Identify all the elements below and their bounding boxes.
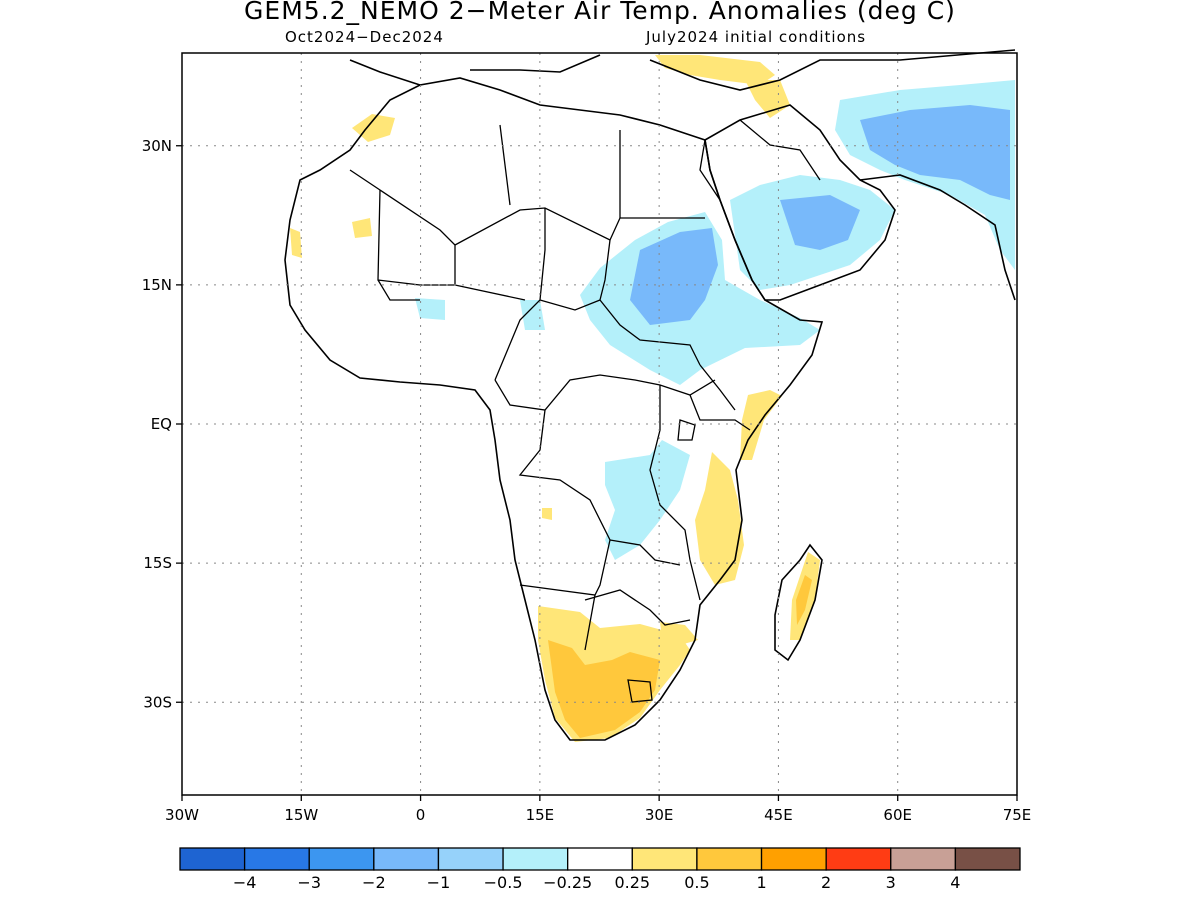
colorbar-swatch [243, 847, 310, 871]
anomaly-angola-warm-spot [542, 508, 552, 520]
lat-tick-label: EQ [151, 415, 172, 433]
colorbar-label: −4 [233, 873, 257, 892]
anomaly-sudan-cooler [630, 228, 718, 325]
colorbar-swatch [760, 847, 827, 871]
colorbar: −4 −3 −2 −1 −0.5 −0.25 0.25 0.5 1 2 3 4 [179, 847, 1021, 892]
anomaly-mediterranean-warm [655, 55, 775, 85]
coastlines [284, 49, 1016, 741]
anomaly-west-africa-cool [415, 298, 445, 320]
lat-tick-label: 30N [142, 137, 172, 155]
lat-tick-label: 30S [143, 693, 172, 711]
colorbar-label: 0.5 [684, 873, 709, 892]
lon-tick-label: 30E [645, 806, 674, 824]
colorbar-label: −3 [297, 873, 321, 892]
colorbar-swatch [502, 847, 569, 871]
colorbar-swatch [696, 847, 763, 871]
anomaly-mozambique-warm [660, 622, 698, 645]
anomaly-iran-cooler [860, 105, 1010, 200]
colorbar-swatch [631, 847, 698, 871]
latitude-axis: 30N 15N EQ 15S 30S [142, 137, 182, 711]
anomaly-sahara-warm-spot [352, 218, 372, 238]
graticule [182, 53, 1017, 795]
anomaly-madagascar-warmer [796, 575, 812, 625]
lat-tick-label: 15S [143, 554, 172, 572]
longitude-axis: 30W 15W 0 15E 30E 45E 60E 75E [165, 795, 1031, 824]
colorbar-label: −1 [427, 873, 451, 892]
forecast-period: Oct2024−Dec2024 [285, 28, 444, 46]
colorbar-swatch [825, 847, 892, 871]
arabia-coastline [704, 104, 896, 301]
colorbar-swatch [954, 847, 1021, 871]
lon-tick-label: 0 [416, 806, 426, 824]
colorbar-swatch [567, 847, 633, 871]
anomaly-arabia-cooler [780, 195, 860, 250]
lon-tick-label: 15E [526, 806, 555, 824]
lon-tick-label: 45E [764, 806, 793, 824]
colorbar-label: −0.5 [484, 873, 523, 892]
lat-tick-label: 15N [142, 276, 172, 294]
colorbar-label: −2 [362, 873, 386, 892]
lon-tick-label: 15W [284, 806, 318, 824]
lon-tick-label: 60E [883, 806, 912, 824]
map-title: GEM5.2_NEMO 2−Meter Air Temp. Anomalies … [244, 0, 956, 25]
anomaly-congo-cool [605, 440, 690, 560]
lon-tick-label: 30W [165, 806, 199, 824]
colorbar-label: 2 [821, 873, 831, 892]
anomaly-chad-cool [520, 300, 545, 330]
colorbar-swatch [308, 847, 375, 871]
anomaly-south-africa-warmer [548, 640, 660, 738]
iran-coastline [859, 174, 1016, 301]
colorbar-label: 4 [950, 873, 960, 892]
colorbar-label: 1 [756, 873, 766, 892]
africa-coastline [284, 77, 824, 741]
colorbar-swatch [890, 847, 957, 871]
country-borders [349, 119, 821, 651]
colorbar-swatch [179, 847, 246, 871]
initial-conditions: July2024 initial conditions [646, 28, 867, 46]
colorbar-label: 0.25 [614, 873, 650, 892]
colorbar-label: 3 [886, 873, 896, 892]
anomaly-morocco-warm [352, 114, 395, 142]
colorbar-swatch [373, 847, 440, 871]
lakes [627, 419, 696, 703]
colorbar-label: −0.25 [543, 873, 592, 892]
lon-tick-label: 75E [1003, 806, 1032, 824]
anomaly-shading [290, 55, 1015, 742]
madagascar-coastline [774, 543, 823, 662]
anomaly-west-coast-warm [290, 228, 302, 258]
colorbar-swatch [437, 847, 504, 871]
anomaly-kenya-coast-warm [740, 390, 782, 460]
anomaly-east-africa-coast-warm [695, 452, 744, 585]
